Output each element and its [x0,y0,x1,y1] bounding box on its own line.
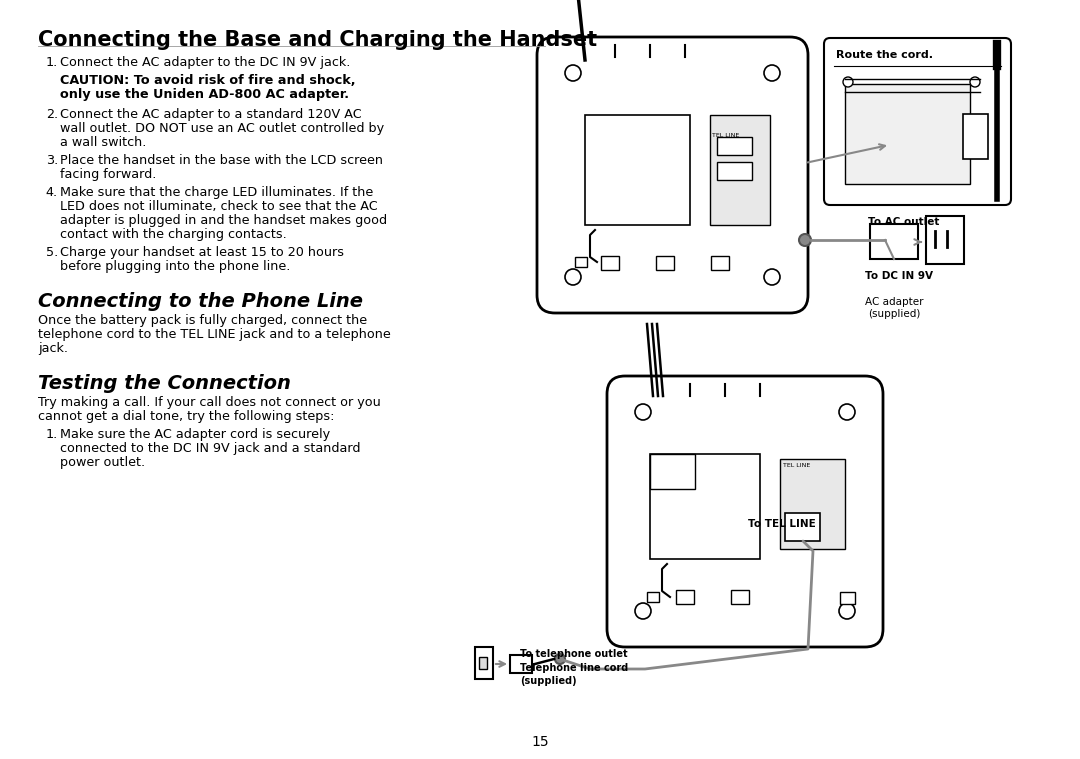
Text: Testing the Connection: Testing the Connection [38,374,291,393]
Text: To TEL LINE: To TEL LINE [748,519,815,529]
FancyBboxPatch shape [537,37,808,313]
Text: Route the cord.: Route the cord. [836,50,933,60]
Text: TEL LINE: TEL LINE [783,463,810,468]
Circle shape [565,65,581,81]
Text: Try making a call. If your call does not connect or you: Try making a call. If your call does not… [38,396,381,409]
Text: contact with the charging contacts.: contact with the charging contacts. [60,228,287,241]
Text: To DC IN 9V: To DC IN 9V [865,271,933,281]
Text: jack.: jack. [38,342,68,355]
Circle shape [764,65,780,81]
Bar [475,647,492,679]
Text: 15: 15 [531,735,549,749]
Text: (supplied): (supplied) [519,676,577,686]
Circle shape [839,404,855,420]
Text: facing forward.: facing forward. [60,168,157,181]
Text: Connecting the Base and Charging the Handset: Connecting the Base and Charging the Han… [38,30,597,50]
Bar [926,216,964,264]
Bar [656,256,674,270]
Text: 1.: 1. [45,56,58,69]
Circle shape [555,654,565,664]
Text: 3.: 3. [45,154,58,167]
Bar [647,592,659,602]
Bar [575,257,588,267]
Text: To telephone outlet: To telephone outlet [519,649,627,659]
Text: To AC outlet: To AC outlet [868,217,940,227]
FancyBboxPatch shape [824,38,1011,205]
Text: Make sure that the charge LED illuminates. If the: Make sure that the charge LED illuminate… [60,186,374,199]
Text: only use the Uniden AD-800 AC adapter.: only use the Uniden AD-800 AC adapter. [60,88,349,101]
Bar [717,137,752,155]
Text: 4.: 4. [45,186,58,199]
Text: 1.: 1. [45,428,58,441]
Text: CAUTION: To avoid risk of fire and shock,: CAUTION: To avoid risk of fire and shock… [60,74,355,87]
Text: telephone cord to the TEL LINE jack and to a telephone: telephone cord to the TEL LINE jack and … [38,328,391,341]
Text: AC adapter
(supplied): AC adapter (supplied) [865,297,923,319]
Bar [717,162,752,180]
Text: Telephone line cord: Telephone line cord [519,663,629,673]
Bar [585,115,690,225]
Circle shape [635,404,651,420]
Bar [650,454,696,489]
Text: Charge your handset at least 15 to 20 hours: Charge your handset at least 15 to 20 ho… [60,246,345,259]
Bar [676,590,694,604]
Text: Connecting to the Phone Line: Connecting to the Phone Line [38,292,363,311]
Text: Connect the AC adapter to a standard 120V AC: Connect the AC adapter to a standard 120… [60,108,362,121]
Text: 2.: 2. [45,108,58,121]
Circle shape [799,234,811,246]
Text: a wall switch.: a wall switch. [60,136,147,149]
Bar [840,592,855,604]
Bar [845,84,970,184]
Text: Once the battery pack is fully charged, connect the: Once the battery pack is fully charged, … [38,314,367,327]
Text: Connect the AC adapter to the DC IN 9V jack.: Connect the AC adapter to the DC IN 9V j… [60,56,350,69]
Bar [711,256,729,270]
Circle shape [839,603,855,619]
Text: TEL LINE: TEL LINE [712,133,739,138]
Bar [731,590,750,604]
Bar [785,513,820,541]
Text: 5.: 5. [45,246,58,259]
Text: connected to the DC IN 9V jack and a standard: connected to the DC IN 9V jack and a sta… [60,442,361,455]
Circle shape [970,77,980,87]
Circle shape [764,269,780,285]
Text: cannot get a dial tone, try the following steps:: cannot get a dial tone, try the followin… [38,410,335,423]
FancyBboxPatch shape [607,376,883,647]
Bar [710,115,770,225]
Text: adapter is plugged in and the handset makes good: adapter is plugged in and the handset ma… [60,214,387,227]
Text: wall outlet. DO NOT use an AC outlet controlled by: wall outlet. DO NOT use an AC outlet con… [60,122,384,135]
Bar [963,114,988,159]
Circle shape [843,77,853,87]
Bar [780,459,845,549]
Text: LED does not illuminate, check to see that the AC: LED does not illuminate, check to see th… [60,200,378,213]
Text: Make sure the AC adapter cord is securely: Make sure the AC adapter cord is securel… [60,428,330,441]
Circle shape [565,269,581,285]
Bar [870,224,918,259]
Bar [480,657,487,669]
Text: Place the handset in the base with the LCD screen: Place the handset in the base with the L… [60,154,383,167]
Circle shape [635,603,651,619]
Text: power outlet.: power outlet. [60,456,145,469]
Bar [510,655,532,673]
Bar [600,256,619,270]
Bar [650,454,760,559]
Text: before plugging into the phone line.: before plugging into the phone line. [60,260,291,273]
